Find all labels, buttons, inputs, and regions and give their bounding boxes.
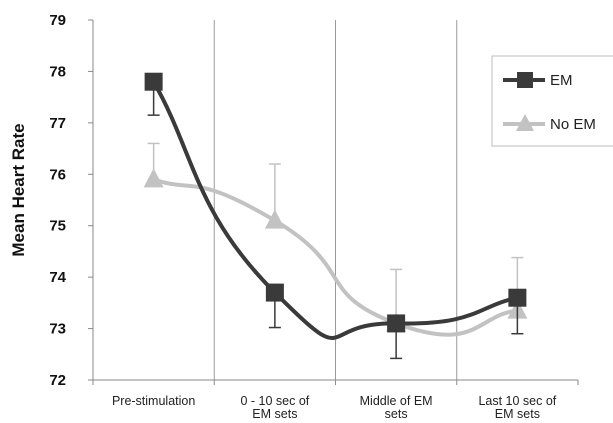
series-em [144, 72, 527, 360]
legend-marker [516, 114, 534, 131]
data-point [387, 314, 406, 333]
x-tick-label: Middle of EM sets [360, 394, 433, 421]
data-point [144, 72, 163, 91]
data-point [143, 168, 164, 188]
x-tick-label: Pre-stimulation [112, 394, 195, 408]
x-tick-label: Last 10 sec of EM sets [478, 394, 556, 421]
y-tick-label: 73 [49, 321, 66, 338]
legend-item: EM [503, 72, 573, 89]
legend-label: EM [550, 72, 573, 89]
y-tick-label: 79 [49, 12, 66, 29]
data-point [264, 209, 285, 229]
data-point [265, 283, 284, 302]
data-point [508, 288, 527, 307]
y-tick-label: 72 [49, 372, 66, 389]
y-tick-label: 76 [49, 166, 66, 183]
y-tick-label: 78 [49, 63, 66, 80]
y-tick-label: 75 [49, 218, 66, 235]
series-line [151, 79, 520, 340]
y-tick-label: 77 [49, 115, 66, 132]
y-tick-label: 74 [49, 269, 66, 286]
legend-label: No EM [550, 116, 596, 133]
legend-marker [517, 72, 533, 88]
legend: EM No EM [491, 55, 613, 147]
series [143, 72, 528, 360]
y-axis-label: Mean Heart Rate [9, 123, 28, 256]
legend-box [491, 55, 613, 147]
axes [88, 19, 579, 385]
x-tick-labels: Pre-stimulation 0 - 10 sec of EM sets Middl… [112, 394, 557, 421]
x-tick-label: 0 - 10 sec of EM sets [240, 394, 309, 421]
y-tick-labels: 72 73 74 75 76 77 78 79 [49, 12, 66, 389]
legend-item: No EM [503, 114, 596, 133]
grid-lines [213, 20, 458, 380]
